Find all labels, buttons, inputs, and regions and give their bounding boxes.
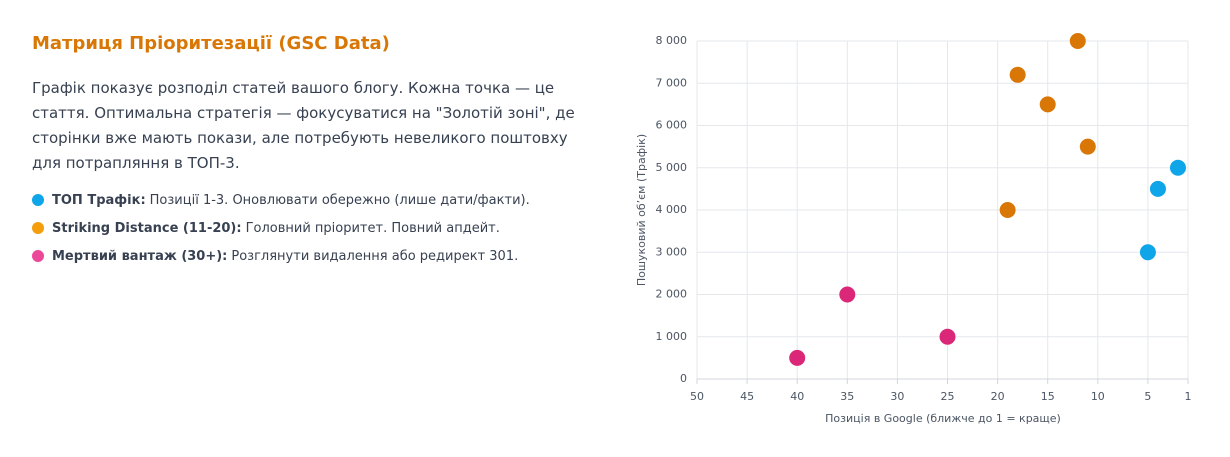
legend-item: Мертвий вантаж (30+): Розглянути видаленн… <box>32 242 530 270</box>
y-axis-title: Пошуковий об’єм (Трафік) <box>635 134 648 286</box>
legend-dot <box>32 222 44 234</box>
x-axis-title: Позиція в Google (ближче до 1 = краще) <box>825 412 1061 425</box>
legend-text: Розглянути видалення або редирект 301. <box>231 248 519 264</box>
y-tick-label: 1 000 <box>656 330 688 343</box>
x-tick-label: 1 <box>1185 390 1192 403</box>
legend-dot <box>32 194 44 206</box>
description: Графік показує розподіл статей вашого бл… <box>32 79 575 172</box>
point <box>839 286 856 303</box>
y-tick-label: 5 000 <box>656 161 688 174</box>
point <box>1079 138 1096 155</box>
legend-item: ТОП Трафік: Позиції 1-3. Оновлювати обере… <box>32 186 530 214</box>
legend: ТОП Трафік: Позиції 1-3. Оновлювати обере… <box>32 186 530 270</box>
y-tick-label: 2 000 <box>656 288 688 301</box>
legend-label: Мертвий вантаж (30+): <box>52 248 228 264</box>
point <box>1169 159 1186 176</box>
legend-label: ТОП Трафік: <box>52 192 146 208</box>
y-tick-label: 7 000 <box>656 76 688 89</box>
x-tick-label: 20 <box>991 390 1005 403</box>
legend-text: Позиції 1-3. Оновлювати обережно (лише д… <box>149 192 530 208</box>
y-tick-label: 4 000 <box>656 203 688 216</box>
x-tick-label: 5 <box>1144 390 1151 403</box>
legend-dot <box>32 250 44 262</box>
title: Матриця Пріоритезації (GSC Data) <box>32 33 390 54</box>
x-tick-label: 15 <box>1041 390 1055 403</box>
point <box>1139 244 1156 261</box>
y-tick-label: 3 000 <box>656 245 688 258</box>
x-tick-label: 45 <box>740 390 754 403</box>
legend-item: Striking Distance (11-20): Головний пріор… <box>32 214 530 242</box>
x-tick-label: 50 <box>690 390 704 403</box>
x-tick-label: 35 <box>840 390 854 403</box>
point <box>939 328 956 345</box>
point <box>1009 66 1026 83</box>
x-tick-label: 40 <box>790 390 804 403</box>
y-tick-label: 0 <box>680 372 687 385</box>
y-tick-label: 6 000 <box>656 119 688 132</box>
x-tick-label: 30 <box>890 390 904 403</box>
y-tick-label: 8 000 <box>656 34 688 47</box>
point <box>999 202 1016 218</box>
x-tick-label: 25 <box>941 390 955 403</box>
chart: Пошуковий об’єм (Трафік) Позиція в Googl… <box>635 33 1192 425</box>
point <box>1069 33 1086 49</box>
legend-label: Striking Distance (11-20): <box>52 220 242 236</box>
point <box>1039 96 1056 113</box>
point <box>1149 180 1166 197</box>
point <box>789 349 806 366</box>
x-tick-label: 10 <box>1091 390 1105 403</box>
legend-text: Головний пріоритет. Повний апдейт. <box>245 220 500 236</box>
